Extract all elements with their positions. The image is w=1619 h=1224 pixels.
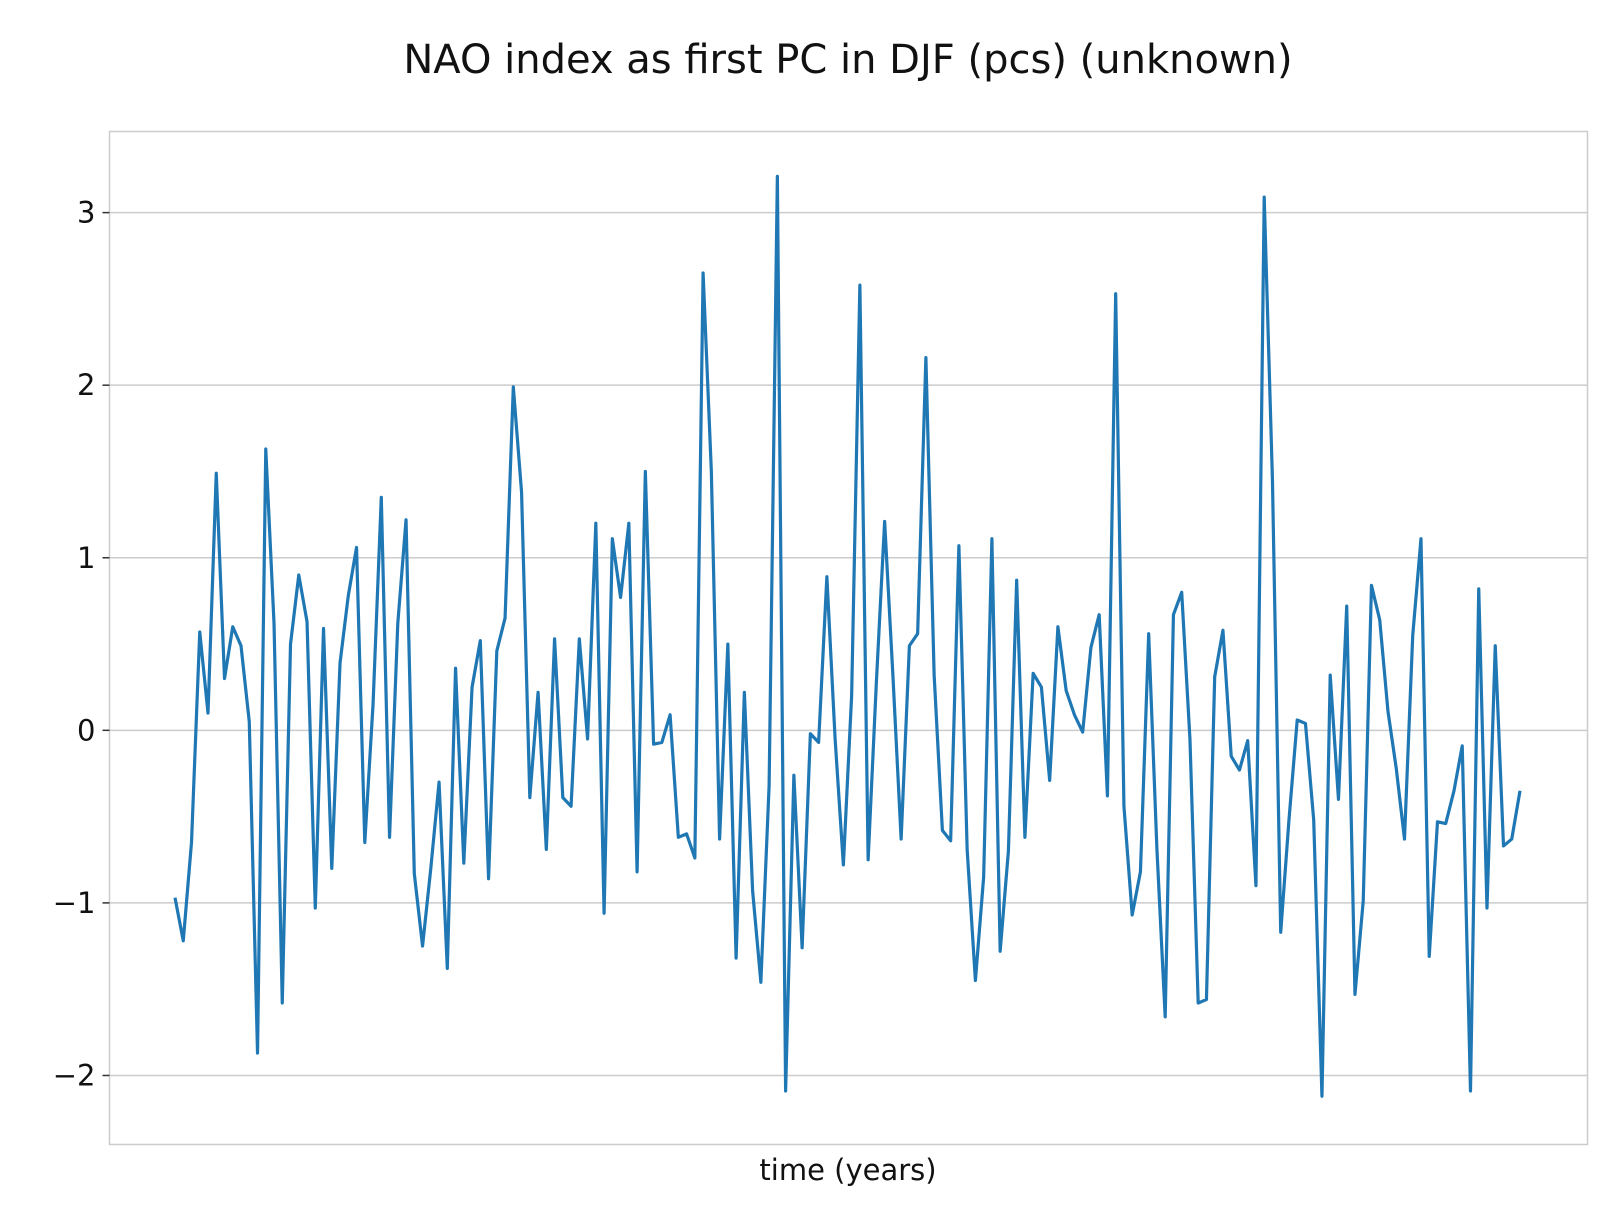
series-layer xyxy=(173,174,1522,1098)
x-axis-label: time (years) xyxy=(759,1153,936,1187)
series-line xyxy=(173,174,1522,1098)
y-tick-label: −2 xyxy=(53,1058,96,1092)
y-tick-label: −1 xyxy=(53,886,96,920)
chart-title: NAO index as first PC in DJF (pcs) (unkn… xyxy=(403,37,1292,83)
y-tick-label: 2 xyxy=(77,368,95,402)
y-tick-label: 3 xyxy=(77,196,95,230)
y-tick-label: 1 xyxy=(77,541,95,575)
y-axis: 3 2 1 0 −1 −2 xyxy=(53,196,110,1092)
plot-area xyxy=(108,130,1589,1146)
grid-lines xyxy=(109,211,1588,1077)
y-tick-label: 0 xyxy=(77,713,95,747)
